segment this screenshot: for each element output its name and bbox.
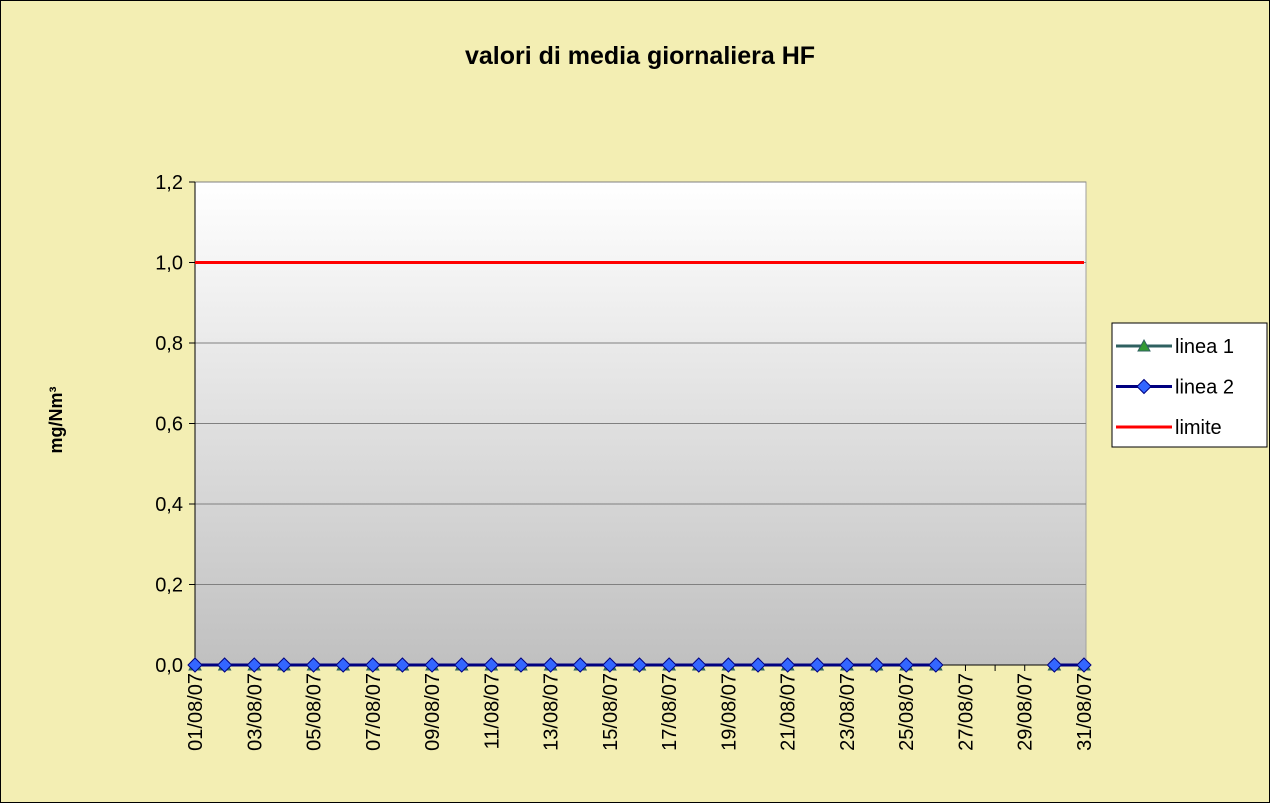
marker [691, 657, 707, 673]
y-tick-label: 0,6 [155, 414, 183, 436]
x-tick-label: 27/08/07 [955, 673, 977, 751]
marker [1136, 378, 1152, 395]
marker [839, 657, 855, 673]
legend-label: linea 1 [1175, 336, 1234, 358]
chart-title: valori di media giornaliera HF [465, 42, 815, 70]
x-tick-label: 13/08/07 [541, 673, 563, 751]
marker [750, 657, 766, 673]
marker [809, 657, 826, 673]
marker [246, 657, 262, 673]
marker [898, 657, 914, 673]
x-tick-label: 01/08/07 [185, 673, 207, 751]
marker [661, 657, 677, 673]
marker [216, 657, 233, 673]
legend-label: linea 2 [1175, 377, 1234, 399]
marker [1046, 657, 1063, 673]
x-tick-label: 31/08/07 [1074, 673, 1096, 751]
marker [305, 657, 322, 673]
x-tick-label: 21/08/07 [778, 673, 800, 751]
x-tick-label: 19/08/07 [718, 673, 740, 751]
marker [424, 657, 440, 673]
marker [1076, 657, 1092, 673]
marker [779, 657, 796, 673]
x-tick-label: 25/08/07 [896, 673, 918, 751]
x-tick-label: 09/08/07 [422, 673, 444, 751]
x-tick-label: 05/08/07 [304, 673, 326, 751]
marker [187, 657, 203, 673]
marker [394, 657, 411, 673]
marker [1137, 338, 1151, 352]
marker [631, 657, 648, 673]
marker [572, 657, 588, 673]
marker [720, 657, 737, 673]
marker [542, 657, 559, 673]
x-tick-label: 07/08/07 [363, 673, 385, 751]
marker [868, 657, 885, 673]
marker [453, 657, 470, 673]
x-tick-label: 17/08/07 [659, 673, 681, 751]
marker [365, 657, 381, 673]
y-tick-label: 0,4 [155, 494, 183, 516]
x-tick-label: 23/08/07 [837, 673, 859, 751]
x-tick-label: 29/08/07 [1015, 673, 1037, 751]
y-tick-label: 0,2 [155, 575, 183, 597]
y-tick-label: 1,0 [155, 253, 183, 275]
x-tick-label: 15/08/07 [600, 673, 622, 751]
y-tick-label: 0,8 [155, 333, 183, 355]
y-tick-label: 1,2 [155, 172, 183, 194]
marker [276, 657, 292, 673]
x-tick-label: 03/08/07 [244, 673, 266, 751]
marker [483, 657, 500, 673]
marker [602, 657, 618, 673]
y-axis-label: mg/Nm³ [46, 386, 66, 453]
marker [335, 657, 351, 673]
y-tick-label: 0,0 [155, 655, 183, 677]
x-tick-label: 11/08/07 [481, 673, 503, 749]
marker [928, 657, 944, 673]
legend-label: limite [1175, 417, 1222, 439]
marker [513, 657, 529, 673]
